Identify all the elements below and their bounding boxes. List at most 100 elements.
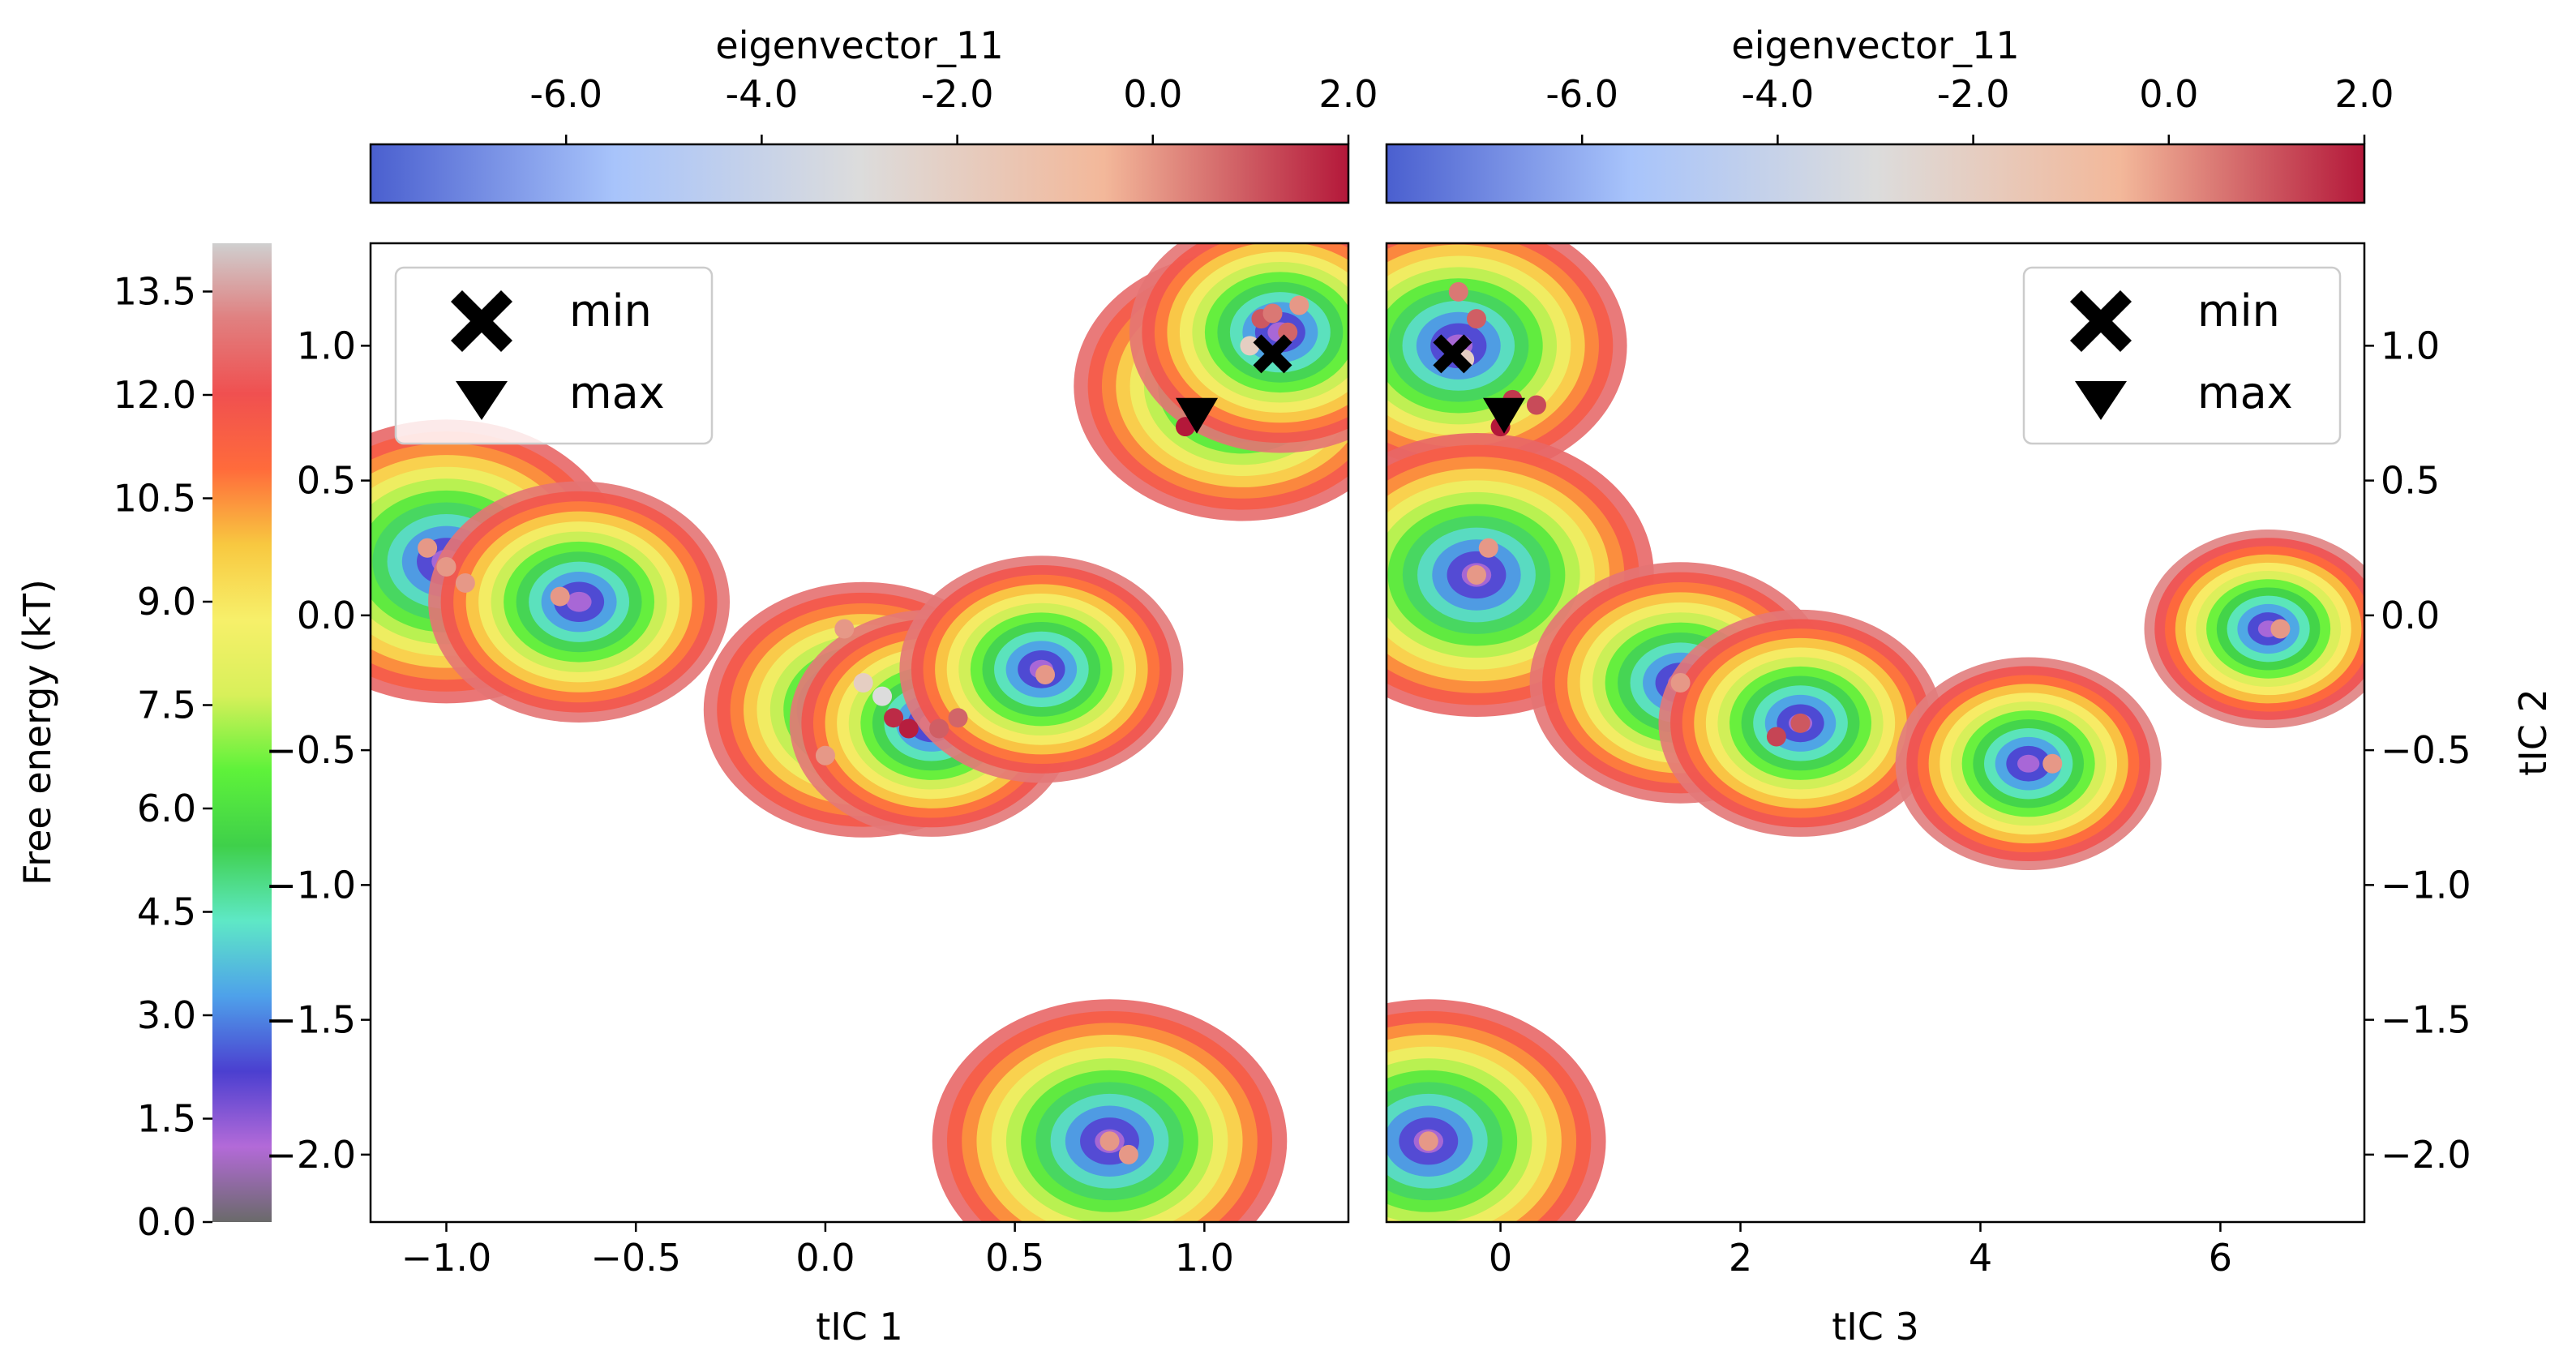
right-ytick-label: 1.0 bbox=[2381, 324, 2440, 367]
right-xtick-label: 4 bbox=[1969, 1236, 1992, 1280]
eig-tick-label: 2.0 bbox=[1318, 72, 1378, 116]
eigenvector-point bbox=[815, 745, 835, 765]
right-ytick-label: −2.0 bbox=[2381, 1133, 2471, 1177]
eigenvector-point bbox=[929, 718, 949, 739]
left-legend: min max bbox=[394, 266, 714, 445]
min-marker bbox=[1253, 334, 1292, 374]
energy-tick-label: 12.0 bbox=[114, 373, 196, 417]
free-energy-colorbar-ticks: 0.0 1.5 3.0 4.5 6.0 7.5 9.0 10.5 12.0 13.5 bbox=[114, 270, 212, 1244]
eig-tick-label: 0.0 bbox=[2139, 72, 2198, 116]
left-ytick-label: −1.0 bbox=[265, 863, 356, 907]
eigenvector-point bbox=[1099, 1131, 1120, 1151]
right-ytick-label: 0.0 bbox=[2381, 594, 2440, 637]
eigenvector-point bbox=[1289, 295, 1309, 315]
eigenvector-point bbox=[1035, 665, 1056, 685]
eigenvector-point bbox=[1466, 309, 1486, 329]
right-colorbar-gradient bbox=[1385, 143, 2366, 204]
free-energy-contour bbox=[566, 591, 592, 612]
eig-tick-label: -6.0 bbox=[529, 72, 602, 116]
eigenvector-point bbox=[1478, 538, 1498, 558]
eigenvector-point bbox=[884, 708, 904, 728]
right-axes: 0 2 4 6 −2.0 −1.5 −1.0 −0.5 0.0 0.5 1.0 bbox=[1489, 324, 2471, 1280]
eigenvector-point bbox=[1240, 336, 1260, 356]
left-eigenvector-colorbar: eigenvector_11 -6.0 -4.0 -2.0 0.0 2.0 bbox=[369, 24, 1378, 204]
right-legend-min-icon bbox=[2070, 290, 2132, 352]
eigenvector-point bbox=[418, 538, 438, 558]
right-legend-min-label: min bbox=[2197, 285, 2280, 337]
left-xtick-label: −0.5 bbox=[590, 1236, 681, 1280]
right-colorbar-ticks: -6.0 -4.0 -2.0 0.0 2.0 bbox=[1545, 72, 2394, 144]
left-legend-min-icon bbox=[451, 290, 512, 352]
left-colorbar-ticks: -6.0 -4.0 -2.0 0.0 2.0 bbox=[529, 72, 1378, 144]
energy-tick-label: 9.0 bbox=[137, 580, 196, 624]
right-xtick-label: 0 bbox=[1489, 1236, 1512, 1280]
left-ytick-label: −1.5 bbox=[265, 998, 356, 1042]
eigenvector-point bbox=[1118, 1144, 1138, 1164]
left-axes: −1.0 −0.5 0.0 0.5 1.0 −2.0 −1.5 −1.0 −0.5 0.0 0.5 1… bbox=[265, 324, 1234, 1280]
eig-tick-label: -2.0 bbox=[1937, 72, 2010, 116]
right-colorbar-title: eigenvector_11 bbox=[1731, 24, 2019, 67]
eig-tick-label: -6.0 bbox=[1545, 72, 1618, 116]
right-ytick-label: −0.5 bbox=[2381, 728, 2471, 772]
eigenvector-point bbox=[834, 619, 855, 639]
right-xtick-label: 6 bbox=[2209, 1236, 2232, 1280]
eig-tick-label: 0.0 bbox=[1123, 72, 1182, 116]
eig-tick-label: -2.0 bbox=[921, 72, 994, 116]
left-xtick-label: 0.0 bbox=[795, 1236, 855, 1280]
eigenvector-point bbox=[2270, 619, 2291, 639]
eigenvector-point bbox=[872, 686, 893, 706]
left-ytick-label: 0.5 bbox=[297, 459, 356, 503]
left-legend-min-label: min bbox=[569, 285, 652, 337]
eigenvector-point bbox=[898, 718, 919, 739]
eig-tick-label: 2.0 bbox=[2334, 72, 2394, 116]
left-colorbar-gradient bbox=[369, 143, 1350, 204]
min-marker bbox=[1433, 334, 1472, 374]
energy-tick-label: 0.0 bbox=[137, 1200, 196, 1244]
left-ytick-label: −2.0 bbox=[265, 1133, 356, 1177]
energy-tick-label: 7.5 bbox=[137, 684, 196, 727]
right-xtick-label: 2 bbox=[1729, 1236, 1752, 1280]
left-plot-frame bbox=[369, 242, 1350, 1224]
eigenvector-point bbox=[1670, 672, 1691, 693]
eig-tick-label: -4.0 bbox=[726, 72, 799, 116]
right-ytick-label: 0.5 bbox=[2381, 459, 2440, 503]
eigenvector-point bbox=[436, 557, 456, 577]
left-legend-max-label: max bbox=[569, 367, 665, 418]
energy-tick-label: 10.5 bbox=[114, 477, 196, 521]
eigenvector-point bbox=[2042, 753, 2063, 774]
right-ytick-label: −1.5 bbox=[2381, 998, 2471, 1042]
left-ytick-label: 1.0 bbox=[297, 324, 356, 367]
max-marker bbox=[1483, 397, 1526, 434]
right-plot-frame bbox=[1385, 242, 2366, 1224]
right-eigenvector-colorbar: eigenvector_11 -6.0 -4.0 -2.0 0.0 2.0 bbox=[1385, 24, 2394, 204]
energy-tick-label: 4.5 bbox=[137, 890, 196, 934]
eigenvector-point bbox=[1466, 564, 1486, 585]
left-xtick-label: −1.0 bbox=[401, 1236, 492, 1280]
right-ylabel: tIC 2 bbox=[2511, 688, 2555, 776]
eigenvector-point bbox=[1418, 1131, 1438, 1151]
eigenvector-point bbox=[1790, 713, 1811, 733]
left-xtick-label: 1.0 bbox=[1175, 1236, 1234, 1280]
eigenvector-point bbox=[455, 573, 475, 593]
right-plot: 0 2 4 6 −2.0 −1.5 −1.0 −0.5 0.0 0.5 1.0 tIC 3 tIC … bbox=[1385, 242, 2555, 1349]
left-ytick-label: −0.5 bbox=[265, 728, 356, 772]
eigenvector-point bbox=[1766, 727, 1786, 747]
eigenvector-point bbox=[1448, 281, 1468, 302]
right-legend-max-icon bbox=[2075, 381, 2127, 420]
right-plot-content bbox=[1387, 243, 2364, 1222]
energy-tick-label: 13.5 bbox=[114, 270, 196, 314]
right-legend: min max bbox=[2022, 266, 2342, 445]
right-xlabel: tIC 3 bbox=[1832, 1305, 1919, 1349]
eigenvector-point bbox=[1262, 303, 1283, 324]
left-colorbar-title: eigenvector_11 bbox=[715, 24, 1003, 67]
eigenvector-point bbox=[550, 586, 570, 607]
max-marker bbox=[1176, 397, 1219, 434]
left-ytick-label: 0.0 bbox=[297, 594, 356, 637]
eigenvector-point bbox=[948, 708, 968, 728]
free-energy-colorbar: 0.0 1.5 3.0 4.5 6.0 7.5 9.0 10.5 12.0 13.5 Free e… bbox=[15, 243, 272, 1244]
left-plot: −1.0 −0.5 0.0 0.5 1.0 −2.0 −1.5 −1.0 −0.5 0.0 0.5 1… bbox=[265, 242, 1350, 1349]
left-legend-max-icon bbox=[456, 381, 508, 420]
eigenvector-point bbox=[853, 672, 873, 693]
eigenvector-point bbox=[1526, 395, 1546, 415]
